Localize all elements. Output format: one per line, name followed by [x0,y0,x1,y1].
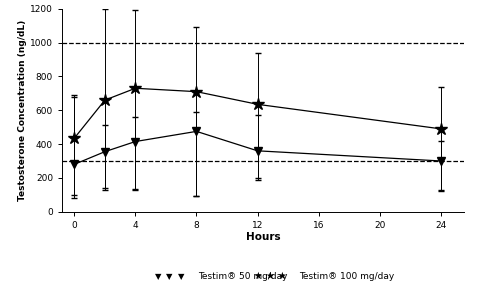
Text: ▼: ▼ [166,272,173,281]
X-axis label: Hours: Hours [246,233,280,243]
Text: ▼: ▼ [178,272,185,281]
Text: Testim® 50 mg/day: Testim® 50 mg/day [198,272,288,281]
Text: ★: ★ [278,271,286,281]
Text: ★: ★ [254,271,262,281]
Text: ★: ★ [266,271,274,281]
Text: Testim® 100 mg/day: Testim® 100 mg/day [299,272,394,281]
Y-axis label: Testosterone Concentration (ng/dL): Testosterone Concentration (ng/dL) [18,20,27,201]
Text: ▼: ▼ [154,272,161,281]
